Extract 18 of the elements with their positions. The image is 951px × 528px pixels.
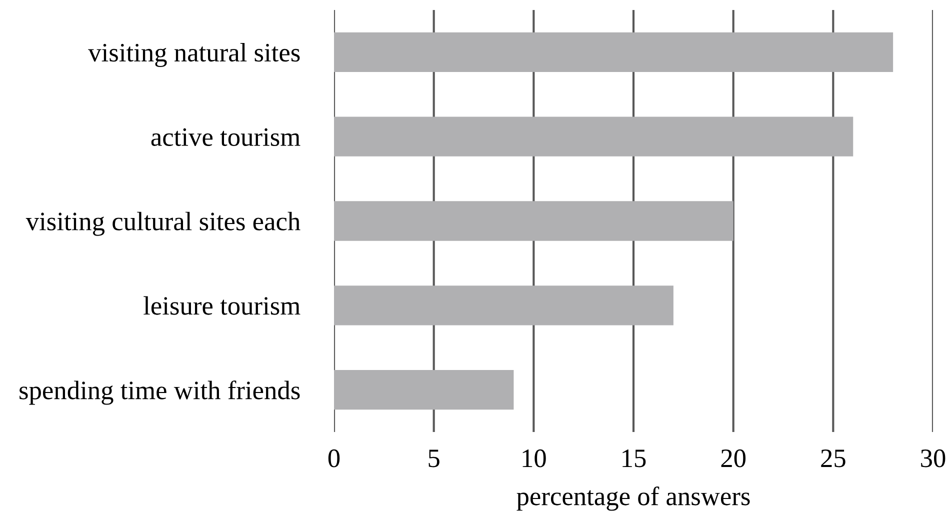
x-tick-label: 15 — [622, 450, 646, 468]
y-tick-label: leisure tourism — [144, 296, 300, 315]
bar — [334, 286, 674, 326]
x-tick-label: 20 — [721, 449, 746, 468]
bar — [334, 116, 854, 156]
bar — [334, 370, 514, 410]
x-tick-label: 0 — [328, 449, 340, 468]
y-tick-label: active tourism — [151, 128, 300, 146]
y-tick-label: spending time with friends — [20, 380, 300, 405]
x-tick-label: 5 — [428, 450, 440, 468]
y-tick-label: visiting cultural sites each — [26, 212, 300, 236]
x-axis-title: percentage of answers — [516, 486, 750, 511]
x-tick-label: 10 — [522, 449, 546, 468]
x-tick-label: 25 — [821, 450, 846, 468]
x-tick-label: 30 — [921, 449, 946, 468]
bar — [334, 32, 894, 72]
y-tick-label: visiting natural sites — [88, 43, 300, 68]
bar — [334, 201, 734, 241]
